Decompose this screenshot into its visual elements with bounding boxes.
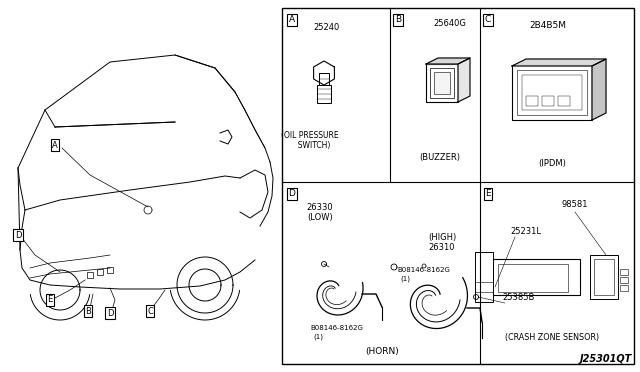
Polygon shape [512, 59, 606, 66]
Text: A: A [52, 141, 58, 150]
Bar [430, 68, 454, 98]
Text: (1): (1) [400, 276, 410, 282]
Bar [590, 255, 618, 299]
Text: (1): (1) [313, 334, 323, 340]
Text: C: C [147, 307, 153, 315]
Text: A: A [289, 16, 295, 25]
Text: E: E [485, 189, 491, 199]
Text: (CRASH ZONE SENSOR): (CRASH ZONE SENSOR) [505, 333, 599, 342]
Text: B: B [85, 307, 91, 315]
Text: B08146-8162G: B08146-8162G [397, 267, 450, 273]
Text: 26310: 26310 [429, 243, 455, 252]
Bar [517, 70, 587, 115]
Text: 25640G: 25640G [433, 19, 467, 28]
Text: 98581: 98581 [562, 200, 588, 209]
Bar [542, 96, 554, 106]
Text: E: E [47, 295, 52, 305]
Bar [558, 96, 570, 106]
Bar [490, 259, 580, 295]
Bar [512, 65, 592, 120]
Polygon shape [426, 58, 470, 64]
Bar [282, 8, 634, 364]
Text: B08146-8162G: B08146-8162G [310, 325, 363, 331]
Bar [319, 73, 329, 85]
Text: (HORN): (HORN) [365, 347, 399, 356]
Bar [620, 277, 628, 283]
Text: 2B4B5M: 2B4B5M [529, 21, 566, 30]
Bar [97, 269, 103, 275]
Text: (OIL PRESSURE: (OIL PRESSURE [281, 131, 339, 140]
Text: SWITCH): SWITCH) [293, 141, 331, 150]
Text: D: D [289, 189, 296, 199]
Bar [522, 75, 582, 110]
Bar [620, 285, 628, 291]
Bar [594, 259, 614, 295]
Bar [526, 96, 538, 106]
Text: (BUZZER): (BUZZER) [419, 153, 461, 162]
Polygon shape [458, 58, 470, 102]
Text: 26330: 26330 [307, 203, 333, 212]
Polygon shape [592, 59, 606, 120]
Text: D: D [107, 308, 113, 317]
Text: J25301QT: J25301QT [580, 354, 632, 364]
Text: 25240: 25240 [314, 23, 340, 32]
Text: (LOW): (LOW) [307, 213, 333, 222]
Bar [317, 85, 331, 103]
Bar [107, 267, 113, 273]
Text: (IPDM): (IPDM) [538, 159, 566, 168]
Bar [620, 269, 628, 275]
Bar [475, 252, 493, 302]
Bar [87, 272, 93, 278]
Text: C: C [485, 16, 491, 25]
Bar [434, 72, 450, 94]
Bar [426, 64, 458, 102]
Bar [498, 264, 568, 292]
Text: B: B [395, 16, 401, 25]
Text: 25385B: 25385B [502, 293, 534, 302]
Text: D: D [15, 231, 21, 240]
Text: (HIGH): (HIGH) [428, 233, 456, 242]
Text: 25231L: 25231L [510, 227, 541, 236]
